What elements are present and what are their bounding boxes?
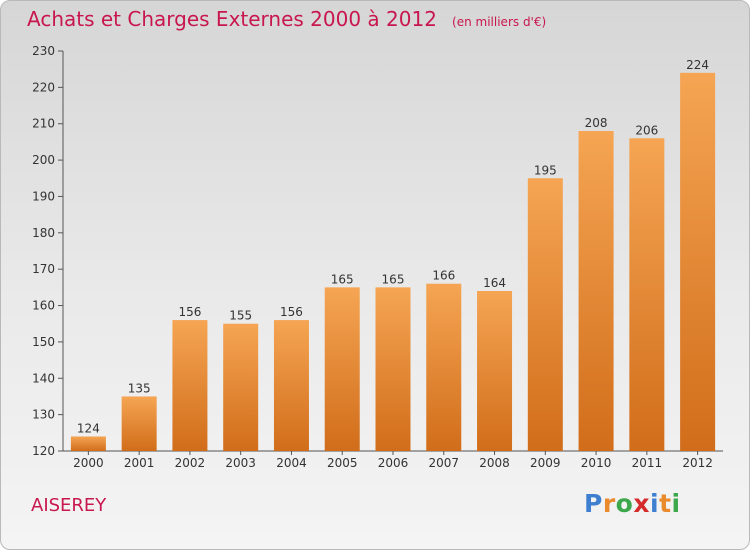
bar — [527, 178, 563, 452]
data-label: 165 — [382, 272, 405, 286]
commune-name: AISEREY — [31, 495, 107, 516]
data-label: 165 — [331, 272, 354, 286]
x-tick-label: 2002 — [175, 456, 206, 470]
brand-letter: t — [659, 489, 672, 518]
brand-letter: i — [671, 489, 681, 518]
data-labels: 124 135 156 155 156 165 165 166 164 195 208 206 224 — [77, 58, 709, 436]
y-tick-label: 230 — [32, 44, 55, 58]
data-label: 208 — [585, 116, 608, 130]
x-tick-label: 2012 — [682, 456, 713, 470]
bar — [172, 320, 208, 451]
bar — [375, 287, 411, 451]
brand-letter: x — [633, 489, 650, 518]
x-tick-label: 2005 — [327, 456, 358, 470]
bar — [578, 131, 614, 451]
x-tick-label: 2010 — [581, 456, 612, 470]
bar — [273, 320, 309, 451]
x-tick-label: 2001 — [124, 456, 155, 470]
y-tick-label: 140 — [32, 371, 55, 385]
data-label: 156 — [280, 305, 303, 319]
title-row: Achats et Charges Externes 2000 à 2012 (… — [27, 7, 546, 31]
x-tick-label: 2009 — [530, 456, 561, 470]
y-tick-label: 120 — [32, 444, 55, 458]
data-label: 195 — [534, 163, 557, 177]
bar — [477, 291, 513, 451]
bar — [629, 138, 665, 452]
data-label: 124 — [77, 421, 100, 435]
data-label: 135 — [128, 381, 151, 395]
bars — [70, 72, 716, 452]
bar — [223, 323, 259, 451]
data-label: 155 — [229, 309, 252, 323]
y-tick-label: 220 — [32, 80, 55, 94]
x-tick-label: 2006 — [378, 456, 409, 470]
y-tick-label: 210 — [32, 117, 55, 131]
x-tick-label: 2004 — [276, 456, 307, 470]
data-label: 156 — [178, 305, 201, 319]
x-tick-label: 2008 — [479, 456, 510, 470]
chart-title: Achats et Charges Externes 2000 à 2012 — [27, 7, 437, 31]
x-tick-label: 2000 — [73, 456, 104, 470]
y-tick-label: 200 — [32, 153, 55, 167]
bar — [121, 396, 157, 451]
y-tick-label: 190 — [32, 189, 55, 203]
x-tick-label: 2011 — [632, 456, 663, 470]
axes: 120 130 140 150 160 170 180 190 200 210 220 230 2000… — [32, 44, 723, 470]
bar — [426, 283, 462, 451]
data-label: 224 — [686, 58, 709, 72]
brand-logo: Proxiti — [584, 489, 681, 518]
brand-letter: o — [615, 489, 634, 518]
y-tick-label: 130 — [32, 408, 55, 422]
chart-unit: (en milliers d'€) — [452, 15, 547, 29]
brand-letter: P — [584, 489, 603, 518]
x-tick-label: 2007 — [428, 456, 459, 470]
y-tick-label: 170 — [32, 262, 55, 276]
data-label: 166 — [432, 269, 455, 283]
data-label: 206 — [635, 123, 658, 137]
y-tick-label: 160 — [32, 299, 55, 313]
bar — [70, 436, 106, 451]
brand-letter: i — [650, 489, 660, 518]
x-tick-label: 2003 — [225, 456, 256, 470]
data-label: 164 — [483, 276, 506, 290]
y-tick-label: 180 — [32, 226, 55, 240]
bar — [680, 72, 716, 452]
brand-letter: r — [602, 489, 616, 518]
bar — [324, 287, 360, 451]
y-tick-label: 150 — [32, 335, 55, 349]
